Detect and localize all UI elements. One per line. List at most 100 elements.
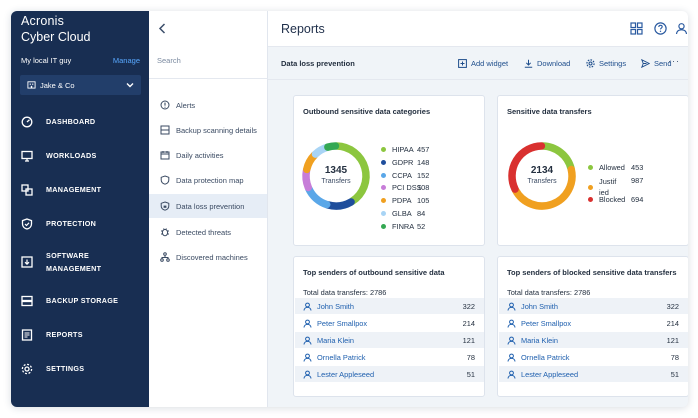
user-icon	[303, 336, 312, 345]
nav-management-label: MANAGEMENT	[46, 185, 102, 194]
legend-label: HIPAA	[392, 145, 414, 154]
report-item-alerts[interactable]: Alerts	[149, 93, 267, 117]
legend-label-text: PDPA	[392, 196, 412, 206]
user-icon	[303, 353, 312, 362]
report-item-backup-scanning[interactable]: Backup scanning details	[149, 118, 267, 142]
legend-item: GLBA	[381, 209, 412, 218]
transfers-donut-segment[interactable]	[538, 142, 575, 173]
sender-count: 214	[462, 318, 475, 328]
report-item-daily-activities[interactable]: Daily activities	[149, 143, 267, 167]
outbound-donut-segment[interactable]	[324, 142, 340, 151]
report-item-detected-threats[interactable]: Detected threats	[149, 220, 267, 244]
back-chevron-icon[interactable]	[158, 22, 167, 37]
sender-count: 78	[670, 352, 679, 362]
legend-label-text: PCI DSS	[392, 183, 422, 193]
sender-row[interactable]: Peter Smallpox 214	[295, 315, 484, 331]
add-widget-button[interactable]: Add widget	[457, 58, 508, 68]
download-button[interactable]: Download	[523, 58, 570, 68]
sender-name: John Smith	[521, 301, 558, 311]
legend-item: Justif ied	[588, 176, 616, 198]
network-icon	[159, 252, 170, 263]
legend-value: 84	[417, 209, 426, 218]
legend-color-dot	[588, 165, 593, 170]
user-icon[interactable]	[675, 22, 688, 36]
nav-workloads[interactable]: WORKLOADS	[11, 149, 149, 162]
legend-label-text: FINRA	[392, 221, 415, 231]
sender-row[interactable]: Peter Smallpox 214	[499, 315, 688, 331]
building-icon	[27, 80, 36, 91]
help-icon[interactable]	[654, 22, 668, 36]
report-item-data-loss-prevention[interactable]: Data loss prevention	[149, 194, 267, 218]
nav-protection-label: PROTECTION	[46, 219, 97, 228]
user-icon	[507, 319, 516, 328]
more-options-icon[interactable]: ···	[668, 56, 680, 66]
download-icon	[523, 58, 533, 68]
legend-label: GDPR	[392, 158, 413, 167]
sender-row[interactable]: Lester Appleseed 51	[295, 366, 484, 382]
send-button[interactable]: Send	[640, 58, 672, 68]
legend-label-text: GLBA	[392, 209, 412, 218]
reports-icon	[20, 328, 33, 341]
nav-protection[interactable]: PROTECTION	[11, 217, 149, 230]
outbound-donut-chart	[302, 142, 370, 210]
nav-dashboard-label: DASHBOARD	[46, 117, 96, 126]
app-window: Acronis Cyber Cloud My local IT guy Mana…	[11, 11, 688, 407]
sender-name: Peter Smallpox	[317, 318, 368, 328]
nav-workloads-label: WORKLOADS	[46, 151, 97, 160]
main-content: Reports Data loss prevention Add widget	[268, 11, 688, 407]
panel-divider	[149, 78, 268, 79]
card-title: Top senders of outbound sensitive data	[303, 268, 445, 277]
nav-backup-storage[interactable]: BACKUP STORAGE	[11, 294, 149, 307]
gear-icon	[20, 362, 33, 375]
total-transfers: Total data transfers: 2786	[507, 288, 591, 297]
legend-label-text: CCPA	[392, 170, 412, 180]
transfers-donut-segment[interactable]	[511, 165, 576, 210]
report-item-discovered-machines[interactable]: Discovered machines	[149, 245, 267, 269]
report-item-label: Discovered machines	[176, 252, 248, 262]
nav-reports[interactable]: REPORTS	[11, 328, 149, 341]
sender-row[interactable]: Maria Klein 121	[499, 332, 688, 348]
settings-button[interactable]: Settings	[585, 58, 626, 68]
dashboard-icon	[20, 115, 33, 128]
legend-item: PDPA	[381, 196, 412, 205]
manage-link[interactable]: Manage	[112, 56, 140, 65]
main-sidebar: Acronis Cyber Cloud My local IT guy Mana…	[11, 11, 149, 407]
sender-row[interactable]: John Smith 322	[499, 298, 688, 314]
report-item-label: Daily activities	[176, 150, 224, 160]
legend-value: 987	[631, 176, 644, 185]
management-icon	[20, 183, 33, 196]
report-search-input[interactable]: Search	[157, 56, 181, 65]
nav-management[interactable]: MANAGEMENT	[11, 183, 149, 196]
report-item-label: Detected threats	[176, 227, 232, 237]
outbound-donut-segment[interactable]	[324, 198, 355, 210]
nav-software-management[interactable]: SOFTWARE MANAGEMENT	[11, 249, 149, 275]
nav-reports-label: REPORTS	[46, 330, 83, 339]
nav-settings[interactable]: SETTINGS	[11, 362, 149, 375]
alert-icon	[159, 100, 170, 111]
legend-value: 108	[417, 183, 430, 193]
legend-item: CCPA	[381, 171, 412, 180]
legend-label: Justif ied	[599, 176, 616, 198]
sender-row[interactable]: Ornella Patrick 78	[295, 349, 484, 365]
user-icon	[303, 370, 312, 379]
tenant-selector[interactable]: Jake & Co	[20, 75, 141, 95]
sender-row[interactable]: Ornella Patrick 78	[499, 349, 688, 365]
report-item-data-protection-map[interactable]: Data protection map	[149, 168, 267, 192]
sender-count: 78	[466, 352, 475, 362]
sender-row[interactable]: Maria Klein 121	[295, 332, 484, 348]
nav-settings-label: SETTINGS	[46, 364, 85, 373]
outbound-total-label: Transfers	[321, 178, 351, 185]
legend-label-text: Justif	[599, 177, 617, 186]
outbound-donut-segment[interactable]	[332, 142, 370, 206]
transfers-donut-segment[interactable]	[508, 142, 546, 193]
card-title: Top senders of blocked sensitive data tr…	[507, 268, 677, 277]
dashboard-toolbar: Data loss prevention Add widget Download…	[268, 47, 688, 80]
sender-row[interactable]: Lester Appleseed 51	[499, 366, 688, 382]
nav-dashboard[interactable]: DASHBOARD	[11, 115, 149, 128]
sender-count: 322	[666, 301, 679, 311]
outbound-donut-segment[interactable]	[305, 184, 331, 209]
outbound-donut-center: 1345 Transfers	[300, 165, 372, 185]
sender-row[interactable]: John Smith 322	[295, 298, 484, 314]
software-icon	[20, 256, 33, 269]
grid-apps-icon[interactable]	[630, 22, 644, 36]
